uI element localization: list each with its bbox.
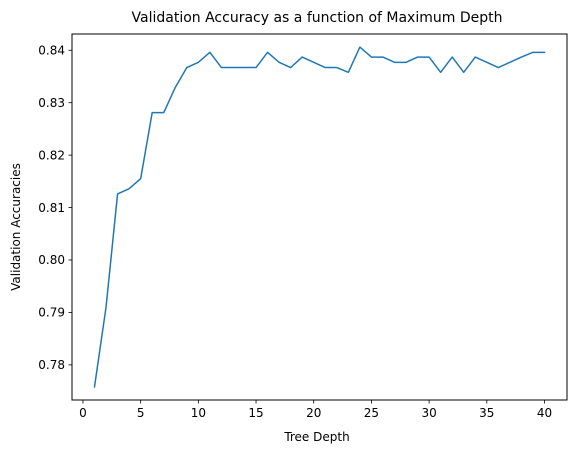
x-tick-label: 5 xyxy=(137,406,145,420)
y-tick-label: 0.84 xyxy=(38,43,65,57)
x-tick-label: 20 xyxy=(306,406,321,420)
x-tick-label: 40 xyxy=(537,406,552,420)
x-tick-label: 35 xyxy=(479,406,494,420)
y-tick-label: 0.80 xyxy=(38,253,65,267)
x-tick-label: 15 xyxy=(248,406,263,420)
y-axis-ticks: 0.78 0.79 0.80 0.81 0.82 0.83 0.84 xyxy=(38,43,72,372)
series-line-0 xyxy=(93,46,546,388)
y-tick-label: 0.78 xyxy=(38,358,65,372)
axes-frame xyxy=(71,33,568,401)
x-axis-label: Tree Depth xyxy=(283,430,349,444)
y-tick-label: 0.81 xyxy=(38,201,65,215)
x-tick-label: 0 xyxy=(79,406,87,420)
plot-area xyxy=(93,46,546,388)
x-tick-label: 30 xyxy=(421,406,436,420)
chart-title: Validation Accuracy as a function of Max… xyxy=(132,10,503,26)
y-tick-label: 0.79 xyxy=(38,306,65,320)
x-tick-label: 10 xyxy=(191,406,206,420)
y-axis-label: Validation Accuracies xyxy=(9,163,23,291)
x-axis-ticks: 0 5 10 15 20 25 30 35 40 xyxy=(79,400,552,420)
x-tick-label: 25 xyxy=(364,406,379,420)
y-tick-label: 0.83 xyxy=(38,96,65,110)
y-tick-label: 0.82 xyxy=(38,148,65,162)
